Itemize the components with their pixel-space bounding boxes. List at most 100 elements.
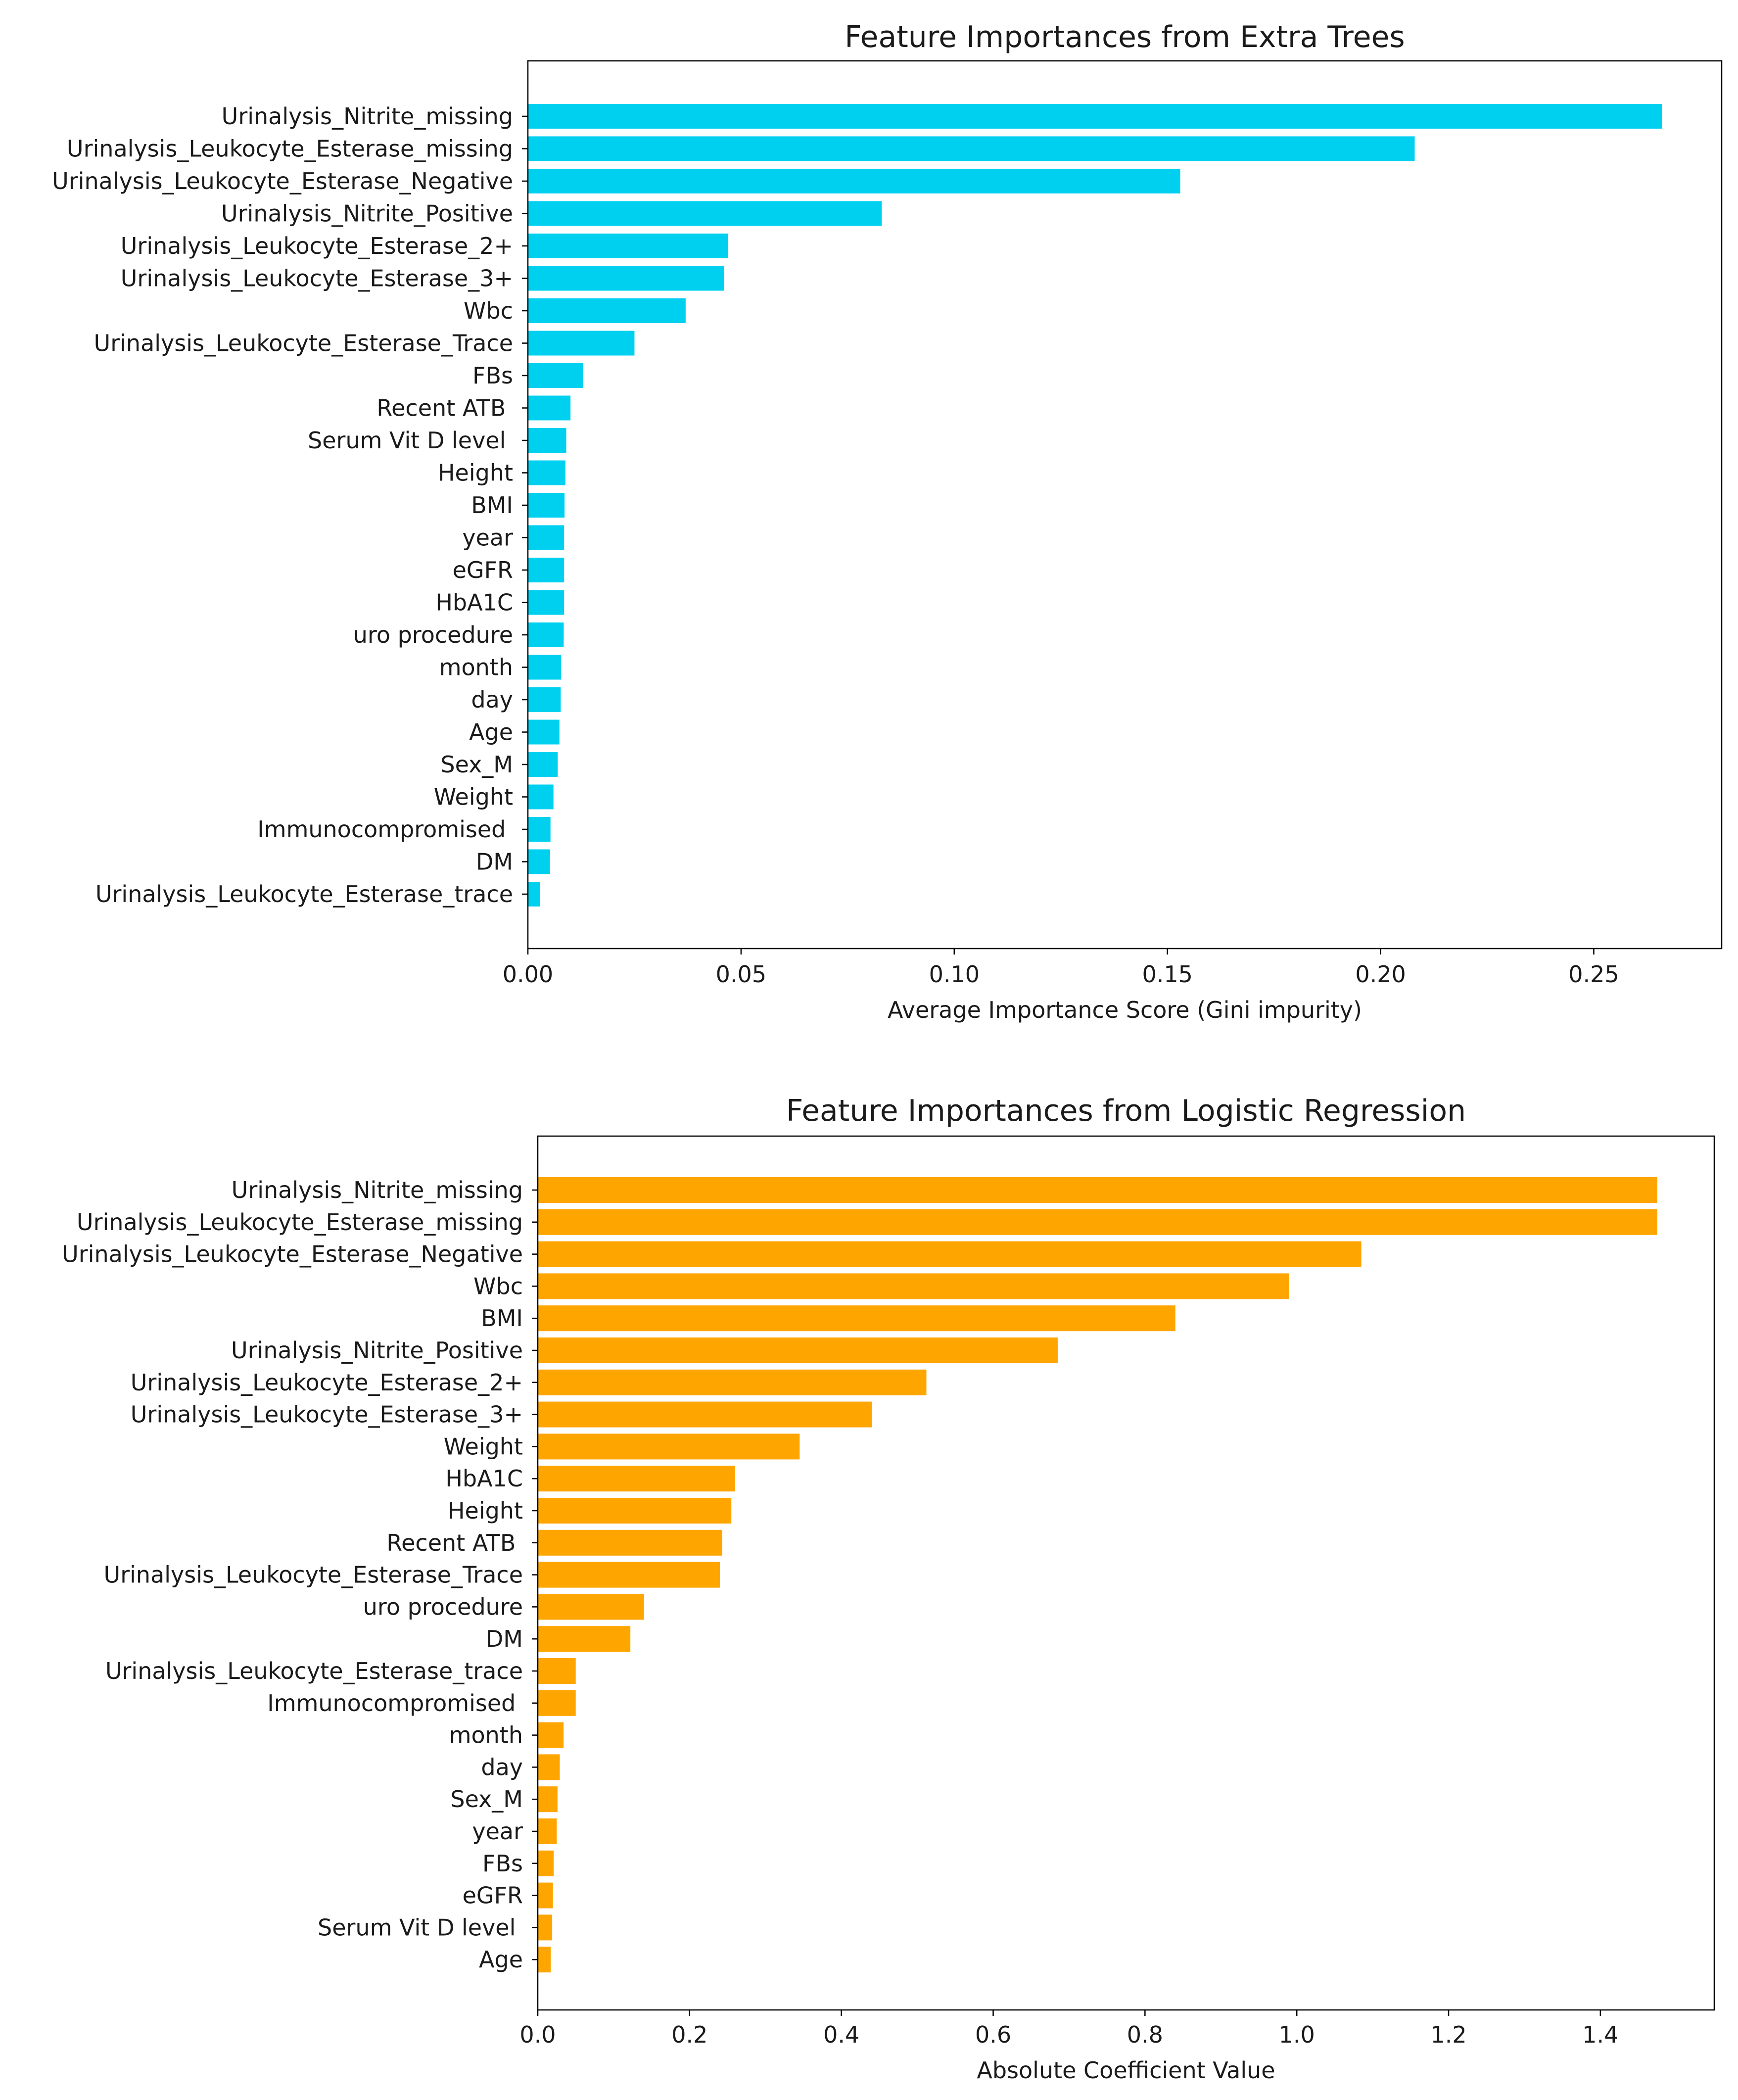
category-label: Urinalysis_Leukocyte_Esterase_2+ <box>121 233 513 259</box>
x-tick-label: 1.0 <box>1279 2021 1315 2048</box>
bar-1 <box>538 1177 1657 1203</box>
category-label: Urinalysis_Leukocyte_Esterase_trace <box>105 1658 523 1684</box>
bar-20 <box>528 719 560 745</box>
category-label: HbA1C <box>445 1465 523 1492</box>
bar-20 <box>538 1786 558 1813</box>
bar-15 <box>528 558 564 582</box>
category-label: eGFR <box>453 557 513 583</box>
bar-21 <box>528 752 558 777</box>
chart-title: Feature Importances from Extra Trees <box>845 20 1405 54</box>
category-label: uro procedure <box>353 621 513 648</box>
bar-11 <box>528 428 566 453</box>
x-tick-label: 0.15 <box>1142 961 1192 988</box>
category-label: Weight <box>434 784 513 811</box>
x-tick-label: 0.8 <box>1127 2021 1163 2048</box>
bar-16 <box>528 590 564 615</box>
bar-19 <box>528 687 561 712</box>
bar-21 <box>538 1818 557 1844</box>
x-axis-label: Absolute Coefficient Value <box>977 2057 1275 2084</box>
x-tick-label: 0.00 <box>503 961 553 988</box>
chart-1: Urinalysis_Nitrite_missing Urinalysis_Leu… <box>52 20 1723 1023</box>
bar-13 <box>538 1562 720 1588</box>
x-tick-label: 0.0 <box>519 2021 556 2048</box>
bar-10 <box>528 395 571 421</box>
bar-12 <box>538 1529 722 1556</box>
category-label: Urinalysis_Leukocyte_Esterase_3+ <box>131 1401 523 1428</box>
x-tick-label: 0.2 <box>671 2021 707 2048</box>
category-label: FBs <box>472 362 513 389</box>
bar-16 <box>538 1658 576 1684</box>
category-label: Urinalysis_Leukocyte_Esterase_2+ <box>131 1369 523 1396</box>
chart-title: Feature Importances from Logistic Regres… <box>786 1094 1466 1128</box>
category-label: Immunocompromised <box>257 816 513 843</box>
category-label: FBs <box>482 1850 523 1877</box>
category-label: Urinalysis_Leukocyte_Esterase_Trace <box>94 330 513 357</box>
chart-2: Urinalysis_Nitrite_missing Urinalysis_Leu… <box>62 1094 1715 2084</box>
category-label: Height <box>438 460 513 486</box>
bar-1 <box>528 104 1662 129</box>
bar-14 <box>538 1594 644 1620</box>
category-label: Age <box>479 1946 523 1973</box>
bar-7 <box>528 298 686 323</box>
category-label: Urinalysis_Leukocyte_Esterase_3+ <box>121 265 513 292</box>
bar-18 <box>528 655 562 680</box>
bar-10 <box>538 1466 735 1492</box>
category-label: Age <box>469 719 513 746</box>
category-label: Sex_M <box>450 1786 523 1813</box>
category-label: Urinalysis_Nitrite_missing <box>222 103 513 130</box>
bar-24 <box>538 1914 553 1941</box>
bar-8 <box>538 1401 872 1428</box>
category-label: Urinalysis_Leukocyte_Esterase_trace <box>95 881 513 907</box>
category-label: month <box>439 654 513 681</box>
category-label: Height <box>448 1497 523 1524</box>
category-label: BMI <box>471 492 513 519</box>
category-label: Urinalysis_Leukocyte_Esterase_missing <box>67 136 513 162</box>
category-label: day <box>471 686 513 713</box>
category-label: HbA1C <box>435 589 513 616</box>
bar-17 <box>528 622 564 647</box>
category-label: month <box>449 1722 523 1749</box>
category-label: year <box>462 525 513 551</box>
bar-9 <box>538 1433 800 1460</box>
bar-9 <box>528 363 584 388</box>
bar-14 <box>528 525 564 550</box>
bar-2 <box>538 1209 1657 1235</box>
bar-11 <box>538 1498 732 1524</box>
category-label: Recent ATB <box>376 395 513 422</box>
bar-23 <box>528 817 551 842</box>
category-label: Wbc <box>473 1273 523 1299</box>
bar-5 <box>538 1305 1175 1332</box>
category-label: Serum Vit D level <box>318 1914 523 1941</box>
bar-13 <box>528 493 565 518</box>
category-label: uro procedure <box>363 1593 523 1620</box>
category-label: DM <box>476 849 513 875</box>
bar-7 <box>538 1369 927 1395</box>
category-label: Urinalysis_Nitrite_missing <box>232 1177 523 1203</box>
x-tick-label: 1.4 <box>1582 2021 1618 2048</box>
category-label: BMI <box>481 1305 523 1332</box>
category-label: eGFR <box>463 1882 523 1909</box>
category-label: Urinalysis_Nitrite_Positive <box>221 200 513 227</box>
bar-8 <box>528 331 635 356</box>
bar-17 <box>538 1690 576 1716</box>
category-label: Urinalysis_Leukocyte_Esterase_Negative <box>62 1241 523 1268</box>
bar-3 <box>528 169 1180 193</box>
x-tick-label: 0.05 <box>716 961 766 988</box>
bar-25 <box>528 882 540 907</box>
bar-19 <box>538 1754 560 1780</box>
bar-6 <box>528 266 724 291</box>
bar-24 <box>528 849 550 874</box>
x-tick-label: 0.10 <box>929 961 980 988</box>
category-label: Urinalysis_Leukocyte_Esterase_missing <box>77 1209 523 1236</box>
bar-6 <box>538 1337 1058 1363</box>
category-label: Serum Vit D level <box>308 427 513 454</box>
bar-22 <box>528 784 554 810</box>
bar-25 <box>538 1947 551 1973</box>
bar-3 <box>538 1241 1362 1267</box>
x-tick-label: 1.2 <box>1430 2021 1466 2048</box>
category-label: Immunocompromised <box>267 1690 523 1717</box>
plot-frame <box>537 1135 1715 2011</box>
x-axis-label: Average Importance Score (Gini impurity) <box>888 997 1362 1023</box>
bar-12 <box>528 460 565 485</box>
category-label: Sex_M <box>440 751 513 778</box>
